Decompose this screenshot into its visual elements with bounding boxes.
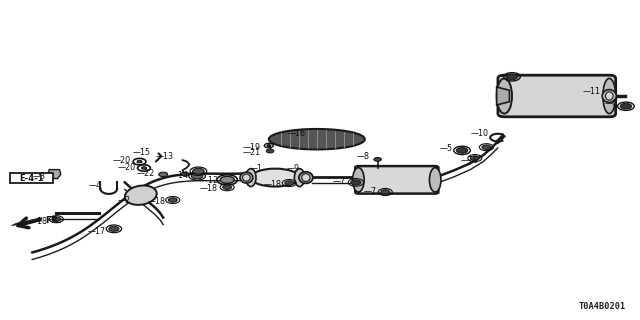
Circle shape [374,157,381,161]
Ellipse shape [269,129,365,149]
Text: —14: —14 [171,171,189,180]
Ellipse shape [429,168,441,192]
Text: —18: —18 [264,180,282,189]
Text: —17: —17 [88,227,106,236]
Ellipse shape [246,169,256,187]
Circle shape [220,176,234,183]
Circle shape [351,180,361,185]
Text: —7: —7 [332,177,346,186]
Ellipse shape [251,169,300,187]
Circle shape [482,145,491,149]
FancyBboxPatch shape [498,75,616,117]
Polygon shape [497,87,509,105]
Circle shape [159,172,168,177]
Polygon shape [48,170,61,179]
Circle shape [52,217,61,221]
Text: —15: —15 [132,148,150,156]
FancyBboxPatch shape [10,173,53,183]
Circle shape [191,173,203,179]
Ellipse shape [301,174,310,181]
Text: —20: —20 [118,163,136,172]
Text: —3: —3 [33,172,46,181]
Circle shape [168,198,177,202]
Text: —12: —12 [201,176,219,185]
Text: —18: —18 [461,156,479,164]
Circle shape [141,167,147,169]
Ellipse shape [603,78,616,114]
Ellipse shape [602,90,616,102]
Circle shape [137,160,142,163]
Ellipse shape [240,172,253,183]
Text: —7: —7 [363,188,376,196]
Text: —9: —9 [286,164,300,173]
Text: —2: —2 [118,196,131,205]
Ellipse shape [353,168,364,192]
Text: —22: —22 [136,169,155,178]
Circle shape [223,185,232,189]
Polygon shape [12,218,42,226]
Text: FR.: FR. [45,216,61,225]
Text: —4: —4 [88,181,101,190]
Circle shape [470,156,479,160]
Text: —18: —18 [200,184,218,193]
Circle shape [620,103,632,109]
Text: —5: —5 [440,144,453,153]
Ellipse shape [605,92,613,100]
Text: —10: —10 [470,129,488,138]
Circle shape [381,190,390,194]
Ellipse shape [497,78,512,114]
Text: —13: —13 [156,152,174,161]
Ellipse shape [299,172,313,183]
Text: —18: —18 [30,217,48,226]
Circle shape [456,148,468,153]
Text: —21: —21 [243,148,261,157]
Circle shape [109,226,119,231]
Text: —11: —11 [582,87,600,96]
Circle shape [285,181,294,185]
FancyBboxPatch shape [355,166,438,194]
Text: —1: —1 [250,164,262,173]
Circle shape [193,168,204,174]
Text: —19: —19 [243,143,261,152]
Text: E-4-1: E-4-1 [19,174,44,183]
Ellipse shape [243,174,250,181]
Circle shape [266,149,274,153]
Text: —6: —6 [605,99,618,108]
Ellipse shape [294,169,305,187]
Circle shape [267,145,271,147]
Text: —8: —8 [357,152,370,161]
Text: —20: —20 [113,156,131,165]
Ellipse shape [125,186,157,205]
Circle shape [506,74,518,80]
Text: —16: —16 [288,129,306,138]
Text: —18: —18 [147,197,165,206]
Text: T0A4B0201: T0A4B0201 [579,302,626,311]
Circle shape [181,172,189,176]
